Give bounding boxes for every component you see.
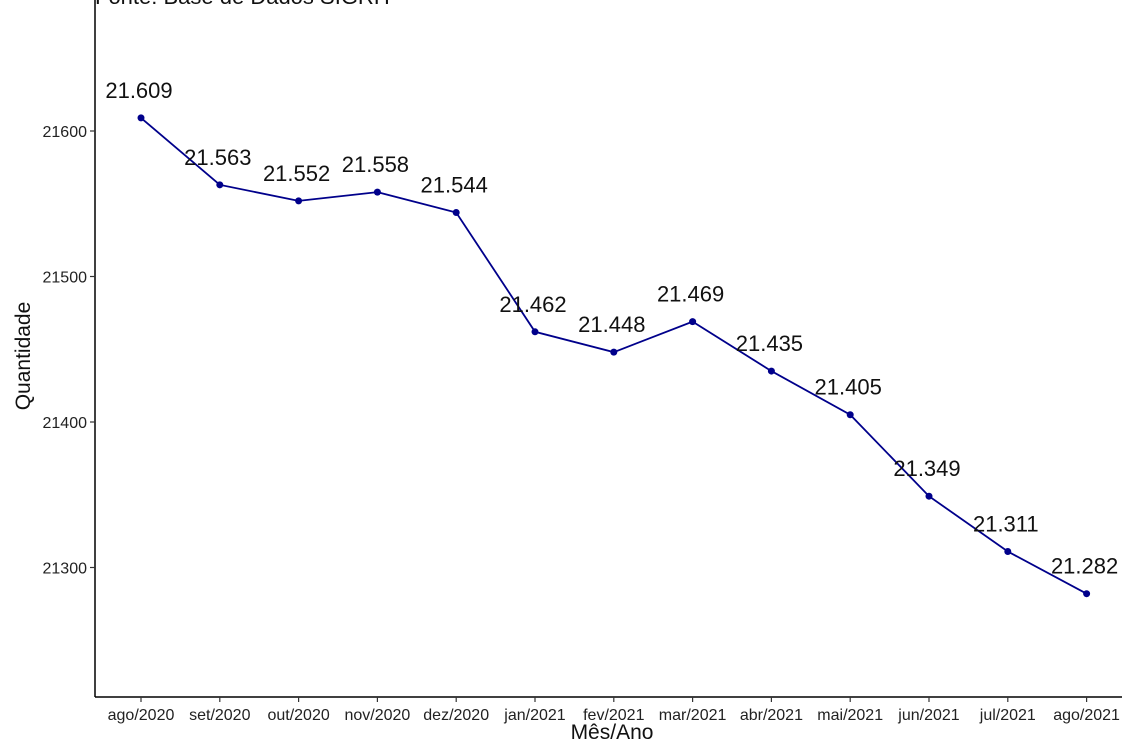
data-point <box>452 208 460 216</box>
data-label: 21.563 <box>184 145 251 170</box>
data-point <box>295 197 303 205</box>
x-tick-label: mar/2021 <box>659 707 727 724</box>
x-tick-label: set/2020 <box>189 707 250 724</box>
data-label: 21.544 <box>421 172 488 197</box>
x-tick-label: jul/2021 <box>979 707 1036 724</box>
x-tick-label: jun/2021 <box>897 707 959 724</box>
data-label: 21.282 <box>1051 554 1118 579</box>
series-polyline <box>140 117 1088 595</box>
data-point <box>610 348 618 356</box>
data-point <box>531 328 539 336</box>
data-label: 21.552 <box>263 161 330 186</box>
x-tick-label: nov/2020 <box>344 707 410 724</box>
data-label: 21.558 <box>342 152 409 177</box>
x-tick-label: jan/2021 <box>503 707 565 724</box>
data-label: 21.405 <box>815 375 882 400</box>
data-point <box>689 318 697 326</box>
y-tick-label: 21300 <box>43 561 88 578</box>
y-axis-title: Quantidade <box>12 302 35 411</box>
data-label: 21.448 <box>578 312 645 337</box>
y-tick-label: 21600 <box>43 124 88 141</box>
data-labels: 21.609 21.563 21.552 21.558 21.544 21.462 21.4… <box>105 78 1118 579</box>
data-point <box>373 188 381 196</box>
x-tick-label: ago/2020 <box>108 707 175 724</box>
data-point <box>1004 547 1012 555</box>
x-tick-label: out/2020 <box>267 707 329 724</box>
y-tick-label: 21400 <box>43 415 88 432</box>
x-tick-label: abr/2021 <box>740 707 803 724</box>
x-tick-label: fev/2021 <box>583 707 644 724</box>
data-point <box>846 411 854 419</box>
data-point <box>767 367 775 375</box>
axes: 21300 21400 21500 21600 ago/2020 set/2020 out/… <box>43 0 1122 724</box>
data-label: 21.349 <box>893 456 960 481</box>
data-point <box>216 181 224 189</box>
data-point <box>925 492 933 500</box>
data-label: 21.609 <box>105 78 172 103</box>
data-point <box>1083 590 1091 598</box>
x-tick-label: dez/2020 <box>423 707 489 724</box>
x-tick-label: ago/2021 <box>1053 707 1120 724</box>
data-label: 21.435 <box>736 331 803 356</box>
data-label: 21.462 <box>499 292 566 317</box>
x-axis-title: Mês/Ano <box>571 721 654 742</box>
x-tick-label: mai/2021 <box>817 707 883 724</box>
chart-caption: Fonte: Base de Dados SIGRH <box>95 0 390 9</box>
series-line <box>137 114 1091 598</box>
data-label: 21.311 <box>973 511 1039 536</box>
y-tick-label: 21500 <box>43 270 88 287</box>
data-label: 21.469 <box>657 282 724 307</box>
data-point <box>137 114 145 122</box>
